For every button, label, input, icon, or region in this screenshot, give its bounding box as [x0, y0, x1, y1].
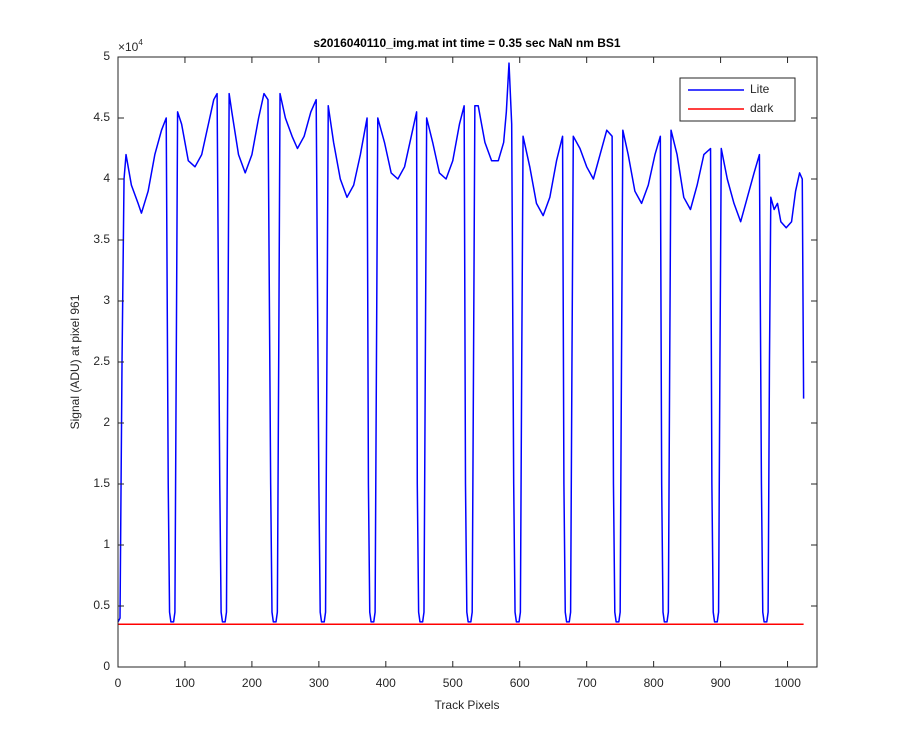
y-axis-label: Signal (ADU) at pixel 961 [68, 294, 82, 429]
x-tick-label: 100 [175, 676, 195, 690]
x-tick-label: 200 [242, 676, 262, 690]
y-tick-label: 2 [103, 415, 110, 429]
x-tick-label: 0 [115, 676, 122, 690]
legend: Lite dark [679, 77, 796, 122]
y-tick-label: 3.5 [93, 232, 110, 246]
legend-box [679, 77, 796, 122]
y-tick-label: 4.5 [93, 110, 110, 124]
y-tick-label: 2.5 [93, 354, 110, 368]
y-tick-label: 1 [103, 537, 110, 551]
plot-area [117, 62, 805, 626]
legend-label: dark [750, 101, 774, 115]
x-tick-label: 800 [644, 676, 664, 690]
y-tick-label: 0.5 [93, 598, 110, 612]
y-tick-label: 5 [103, 49, 110, 63]
y-multiplier-exponent: 4 [138, 38, 143, 47]
y-tick-label: 0 [103, 659, 110, 673]
x-tick-label: 900 [711, 676, 731, 690]
data-line [117, 62, 805, 623]
x-axis-label: Track Pixels [435, 698, 500, 712]
y-tick-label: 4 [103, 171, 110, 185]
y-multiplier-base: ×10 [118, 40, 139, 54]
legend-label: Lite [750, 82, 770, 96]
x-tick-label: 500 [443, 676, 463, 690]
y-multiplier: ×104 [118, 38, 143, 54]
x-tick-label: 600 [510, 676, 530, 690]
chart-title: s2016040110_img.mat int time = 0.35 sec … [313, 36, 620, 50]
x-tick-label: 1000 [774, 676, 801, 690]
x-tick-label: 400 [376, 676, 396, 690]
x-tick-label: 700 [577, 676, 597, 690]
x-tick-label: 300 [309, 676, 329, 690]
y-tick-label: 3 [103, 293, 110, 307]
y-tick-label: 1.5 [93, 476, 110, 490]
